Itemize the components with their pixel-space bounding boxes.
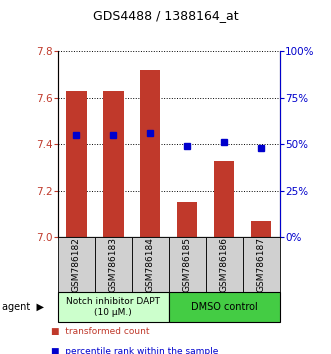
Bar <box>103 91 123 237</box>
Bar <box>140 70 161 237</box>
Text: DMSO control: DMSO control <box>191 302 258 312</box>
Text: Notch inhibitor DAPT
(10 μM.): Notch inhibitor DAPT (10 μM.) <box>67 297 160 317</box>
Text: GSM786185: GSM786185 <box>183 237 192 292</box>
Text: GDS4488 / 1388164_at: GDS4488 / 1388164_at <box>93 9 238 22</box>
Bar <box>214 160 234 237</box>
Bar <box>177 202 198 237</box>
Text: agent  ▶: agent ▶ <box>2 302 44 312</box>
Text: ■  percentile rank within the sample: ■ percentile rank within the sample <box>51 347 219 354</box>
Text: GSM786182: GSM786182 <box>72 237 81 292</box>
Text: ■  transformed count: ■ transformed count <box>51 327 150 336</box>
Text: GSM786186: GSM786186 <box>220 237 229 292</box>
Bar <box>66 91 87 237</box>
Text: GSM786184: GSM786184 <box>146 237 155 292</box>
Bar <box>251 221 271 237</box>
Text: GSM786183: GSM786183 <box>109 237 118 292</box>
Text: GSM786187: GSM786187 <box>257 237 266 292</box>
